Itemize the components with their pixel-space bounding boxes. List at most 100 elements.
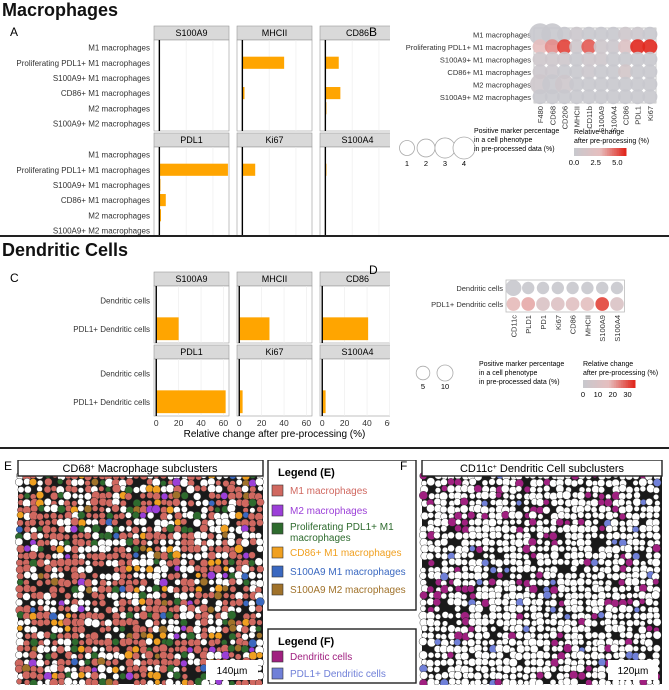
- cell: [153, 637, 161, 646]
- cell: [207, 551, 217, 561]
- cell: [640, 645, 647, 653]
- dot: [630, 51, 646, 67]
- legend-e-label: macrophages: [290, 533, 351, 544]
- cell: [235, 606, 242, 614]
- cell: [193, 552, 202, 561]
- size-legend-dot: [415, 365, 431, 381]
- cell: [529, 545, 537, 553]
- cell: [653, 494, 659, 500]
- cell: [187, 499, 195, 507]
- dot: [569, 76, 585, 92]
- cell: [71, 558, 80, 567]
- cell: [433, 497, 442, 506]
- cell: [64, 659, 72, 666]
- cell: [528, 518, 537, 526]
- cell: [461, 639, 468, 647]
- cell: [563, 632, 572, 641]
- cell: [625, 605, 634, 613]
- cell: [249, 507, 256, 514]
- cell: [440, 525, 448, 533]
- cell: [173, 613, 180, 620]
- category-label: M1 macrophages: [88, 151, 150, 160]
- cell: [633, 606, 640, 613]
- cell: [467, 511, 476, 520]
- cell: [43, 645, 51, 654]
- cell: [84, 578, 93, 588]
- color-legend-step: [624, 380, 627, 388]
- cell: [153, 558, 160, 565]
- cell: [469, 545, 476, 552]
- cell: [542, 651, 551, 660]
- cell: [125, 584, 135, 594]
- cell: [488, 659, 496, 667]
- cell: [515, 493, 523, 500]
- cell: [105, 678, 114, 687]
- cell: [23, 492, 31, 500]
- cell: [495, 605, 503, 613]
- cell: [118, 665, 126, 672]
- scale-bar-box: [206, 660, 258, 680]
- dot: [618, 76, 633, 92]
- cell: [139, 512, 147, 519]
- cell: [200, 531, 208, 540]
- panel-letter: C: [10, 271, 19, 285]
- cell: [105, 644, 113, 653]
- cell: [140, 539, 148, 546]
- cell: [173, 597, 182, 606]
- cell: [556, 539, 563, 546]
- color-legend-step: [610, 380, 613, 388]
- dot: [605, 64, 621, 80]
- dot: [593, 51, 609, 67]
- color-legend-step: [598, 380, 601, 388]
- cell: [557, 658, 565, 665]
- dot: [605, 51, 621, 67]
- color-legend-step: [633, 380, 636, 388]
- cell: [441, 565, 450, 574]
- cell: [611, 613, 618, 620]
- cell: [215, 499, 223, 507]
- cell: [242, 579, 250, 586]
- cell: [84, 480, 91, 487]
- cell: [50, 645, 58, 653]
- cell: [653, 566, 661, 574]
- cell: [180, 632, 188, 640]
- cell: [637, 652, 647, 661]
- cell: [585, 671, 592, 679]
- cell: [248, 638, 258, 648]
- cell: [570, 479, 579, 488]
- cell: [515, 552, 523, 560]
- cell: [454, 524, 462, 533]
- cell: [97, 552, 107, 561]
- cell: [23, 544, 31, 553]
- cell: [180, 491, 189, 500]
- cell: [185, 610, 195, 620]
- cell: [514, 652, 524, 661]
- cell: [173, 632, 180, 640]
- cell: [454, 585, 462, 593]
- cell: [207, 591, 215, 599]
- color-legend-step: [607, 380, 610, 388]
- category-label: Proliferating PDL1+ M1 macrophages: [16, 59, 150, 68]
- cell: [57, 499, 65, 506]
- cell: [57, 525, 66, 534]
- cell: [434, 652, 441, 659]
- cell: [467, 671, 475, 679]
- cell: [490, 666, 496, 673]
- cell: [78, 678, 86, 687]
- cell: [70, 485, 78, 494]
- cell: [43, 532, 50, 539]
- cell: [36, 680, 43, 687]
- cell: [633, 619, 641, 627]
- cell: [618, 638, 626, 646]
- cell: [255, 597, 265, 607]
- cell: [220, 611, 229, 620]
- cell: [434, 487, 441, 494]
- cell: [611, 538, 618, 545]
- cell: [181, 572, 188, 579]
- cell: [111, 638, 120, 646]
- cell: [85, 512, 92, 519]
- cell: [440, 592, 447, 600]
- cell: [583, 625, 592, 634]
- cell: [488, 518, 497, 527]
- cell: [461, 565, 469, 573]
